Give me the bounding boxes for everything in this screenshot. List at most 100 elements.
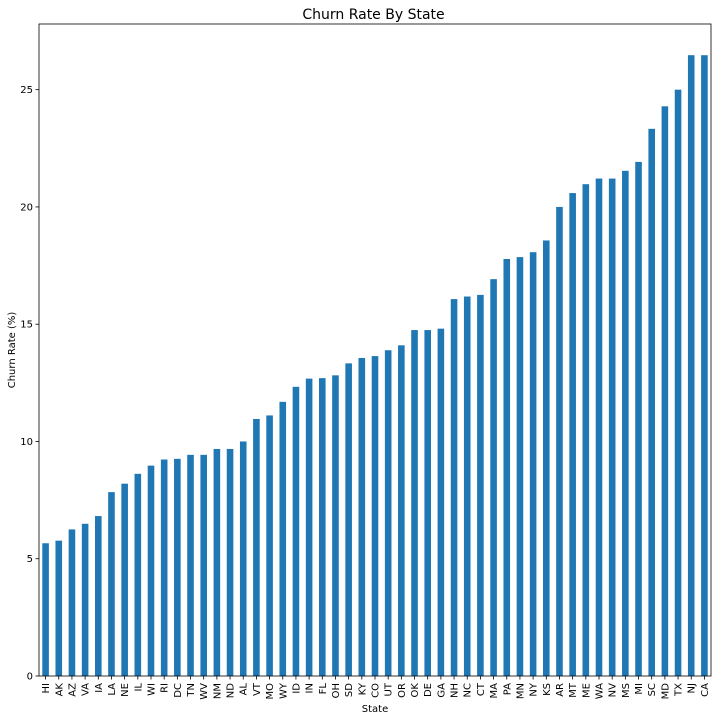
x-tick-label-id: ID	[291, 683, 302, 694]
bar-il	[134, 473, 142, 676]
x-tick-label-mn: MN	[515, 683, 526, 699]
x-tick-label-ct: CT	[476, 682, 487, 696]
bar-ri	[160, 459, 168, 676]
bar-ut	[384, 350, 392, 676]
bar-mo	[266, 415, 273, 676]
bar-fl	[319, 378, 326, 676]
x-tick-label-nm: NM	[212, 683, 223, 699]
bar-or	[398, 345, 405, 676]
bar-wa	[595, 178, 603, 677]
bar-mt	[569, 193, 576, 676]
x-tick-label-pa: PA	[502, 683, 513, 695]
bar-sc	[648, 128, 655, 677]
bar-ga	[437, 328, 445, 676]
x-tick-label-nd: ND	[226, 683, 237, 698]
x-tick-label-ga: GA	[436, 683, 447, 698]
x-tick-label-mi: MI	[634, 683, 645, 695]
bar-md	[661, 106, 669, 676]
x-tick-label-ms: MS	[621, 683, 632, 698]
x-tick-label-sc: SC	[647, 683, 658, 696]
bar-tn	[187, 454, 194, 676]
bar-de	[424, 330, 431, 676]
bar-ok	[411, 330, 418, 676]
x-tick-label-ks: KS	[542, 683, 553, 696]
x-tick-label-md: MD	[660, 683, 671, 700]
bar-vt	[253, 418, 260, 676]
bar-az	[68, 529, 76, 676]
x-tick-label-in: IN	[305, 683, 316, 693]
x-tick-label-de: DE	[423, 683, 434, 697]
x-tick-label-hi: HI	[41, 683, 52, 693]
x-tick-label-il: IL	[133, 683, 144, 692]
bar-co	[371, 356, 379, 676]
x-tick-label-fl: FL	[318, 683, 329, 695]
x-tick-label-al: AL	[239, 683, 250, 696]
bar-ms	[622, 170, 629, 676]
bar-ct	[477, 294, 484, 676]
x-tick-label-co: CO	[371, 683, 382, 698]
y-axis: 0 5 10 15 20 25	[20, 85, 39, 683]
x-tick-label-ia: IA	[94, 683, 105, 693]
chart-title: Churn Rate By State	[302, 7, 444, 23]
bar-la	[108, 492, 115, 676]
x-tick-label-vt: VT	[252, 682, 263, 696]
bar-ca	[701, 55, 708, 676]
bar-dc	[174, 458, 181, 676]
x-tick-label-mt: MT	[568, 682, 579, 698]
x-tick-label-sd: SD	[344, 683, 355, 697]
bar-ak	[55, 540, 63, 676]
x-tick-label-wa: WA	[595, 683, 606, 699]
bar-mi	[635, 161, 642, 676]
bar-sd	[345, 363, 352, 676]
x-tick-label-wv: WV	[199, 683, 210, 700]
bar-nv	[608, 178, 616, 677]
x-tick-label-ny: NY	[529, 682, 540, 696]
bar-ks	[543, 240, 550, 676]
bar-va	[81, 523, 89, 676]
x-tick-label-ok: OK	[410, 683, 421, 698]
x-tick-label-la: LA	[107, 683, 118, 696]
x-tick-label-ne: NE	[120, 683, 131, 697]
bar-ny	[529, 252, 537, 676]
x-tick-label-va: VA	[81, 683, 92, 696]
bar-nh	[450, 299, 458, 676]
bar-ne	[121, 483, 128, 676]
x-tick-label-ma: MA	[489, 683, 500, 699]
y-tick-label: 20	[20, 202, 33, 213]
y-tick-label: 0	[27, 672, 33, 683]
y-axis-label: Churn Rate (%)	[7, 312, 18, 389]
x-tick-label-ky: KY	[357, 682, 368, 695]
x-tick-label-wy: WY	[278, 682, 289, 699]
y-tick-label: 25	[20, 85, 33, 96]
bar-me	[582, 184, 590, 676]
bar-in	[305, 378, 313, 676]
x-axis: HI AK AZ VA IA LA NE IL WI RI DC TN WV NM ND AL VT MO WY ID…	[41, 676, 711, 700]
x-tick-label-nj: NJ	[687, 683, 698, 693]
y-tick-label: 10	[20, 437, 33, 448]
x-tick-label-nh: NH	[450, 683, 461, 698]
x-tick-label-oh: OH	[331, 683, 342, 698]
x-tick-label-tx: TX	[674, 683, 685, 697]
x-axis-label: State	[362, 704, 388, 715]
bar-nc	[463, 296, 471, 676]
plot-frame	[38, 23, 712, 677]
y-tick-label: 15	[20, 320, 33, 331]
bar-wi	[147, 465, 155, 676]
x-tick-label-dc: DC	[173, 683, 184, 698]
x-tick-label-ak: AK	[54, 683, 65, 697]
x-tick-label-ar: AR	[555, 683, 566, 697]
x-tick-label-ut: UT	[384, 682, 395, 696]
bar-tx	[674, 89, 682, 676]
y-tick-label: 5	[27, 554, 33, 565]
bar-wy	[279, 401, 287, 676]
bar-nd	[226, 448, 234, 676]
x-tick-label-me: ME	[581, 683, 592, 698]
bar-mn	[516, 257, 524, 676]
bar-oh	[332, 375, 339, 676]
bar-pa	[503, 259, 511, 676]
bar-ar	[556, 206, 563, 677]
bar-ky	[358, 357, 366, 676]
x-tick-label-wi: WI	[147, 683, 158, 696]
bars-group	[42, 55, 708, 677]
x-tick-label-nc: NC	[463, 683, 474, 697]
